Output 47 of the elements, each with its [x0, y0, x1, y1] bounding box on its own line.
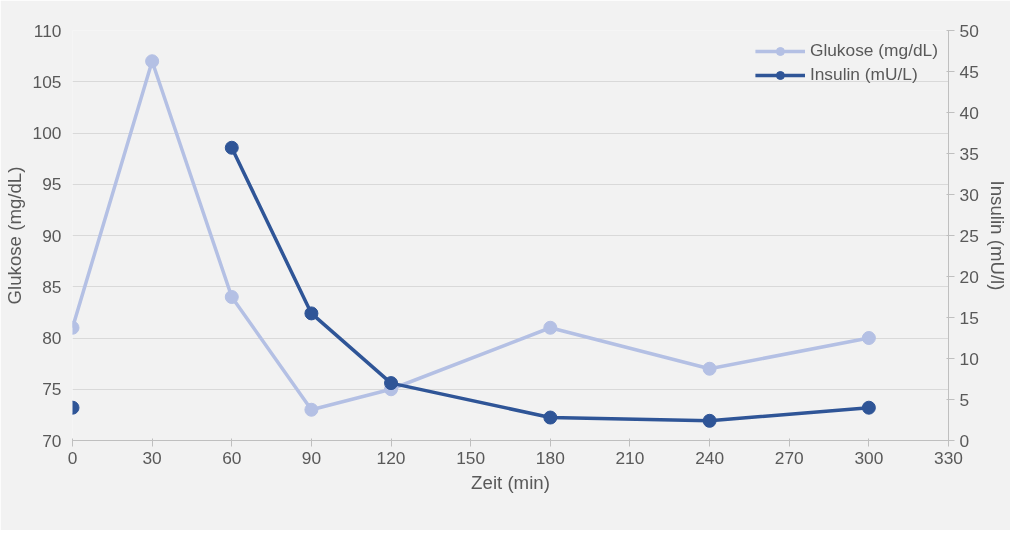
x-tick-label: 60: [222, 447, 242, 468]
x-tick-label: 90: [301, 447, 322, 468]
y2-tick-label: 45: [959, 61, 979, 82]
point: [861, 400, 876, 415]
x-tick-label: 270: [774, 447, 804, 468]
y2-tick-label: 5: [959, 389, 970, 410]
y2-tick-label: 20: [959, 266, 979, 287]
x-tick-label: 120: [376, 447, 406, 468]
x-axis-title: Zeit (min): [471, 471, 550, 493]
point: [304, 402, 319, 417]
legend-label: Insulin (mU/L): [809, 64, 918, 85]
y2-tick-label: 10: [959, 348, 979, 369]
point: [861, 331, 876, 345]
y-tick-label: 110: [33, 20, 62, 41]
y2-tick-label: 35: [959, 143, 979, 164]
point: [543, 320, 558, 335]
x-tick-label: 300: [854, 447, 884, 468]
y2-tick-label: 15: [959, 307, 979, 328]
point: [224, 140, 239, 155]
x-tick-label: 240: [695, 447, 725, 468]
point: [702, 413, 717, 428]
x-tick-label: 30: [142, 447, 162, 468]
point: [702, 361, 717, 376]
x-tick-label: 180: [535, 447, 565, 468]
x-tick-label: 210: [615, 447, 645, 468]
point: [384, 376, 399, 391]
y-tick-label: 75: [42, 379, 62, 400]
y-tick-label: 70: [42, 430, 62, 451]
y-tick-label: 105: [32, 71, 62, 92]
y2-tick-label: 50: [959, 20, 979, 41]
y-tick-label: 95: [42, 174, 62, 195]
y-axis-title: Glukose (mg/dL): [3, 166, 25, 305]
point: [304, 306, 319, 321]
point: [145, 54, 160, 69]
y-tick-label: 80: [42, 328, 62, 348]
x-tick-label: 150: [456, 447, 486, 468]
legend-label: Glukose (mg/dL): [809, 40, 938, 61]
y2-tick-label: 40: [959, 102, 979, 123]
x-tick-label: 0: [67, 447, 78, 468]
point: [543, 410, 558, 425]
y2-axis-title: Insulin (mU/l): [986, 180, 1008, 291]
y-tick-label: 100: [32, 123, 62, 143]
y2-tick-label: 25: [959, 225, 979, 246]
y2-tick-label: 30: [959, 184, 979, 205]
point: [224, 290, 239, 304]
y-tick-label: 85: [42, 276, 62, 297]
y-tick-label: 90: [42, 225, 62, 246]
